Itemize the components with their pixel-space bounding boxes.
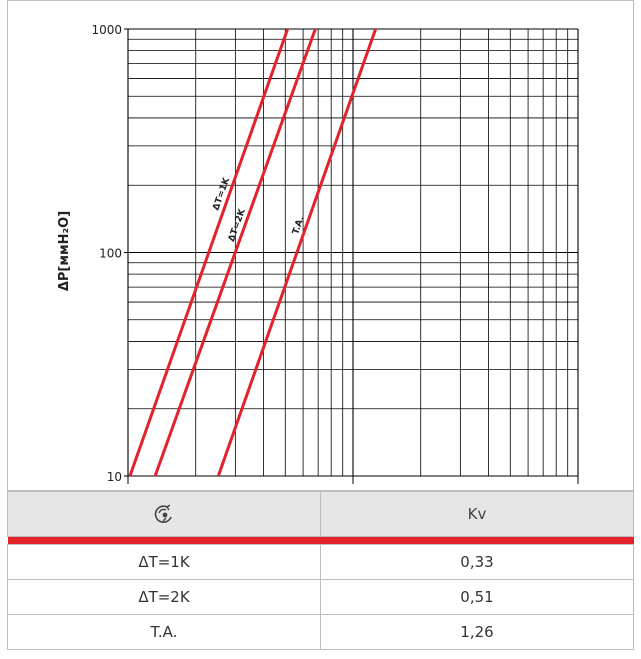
kv-header-label: Kv	[320, 491, 634, 537]
y-tick-label: 10	[107, 470, 122, 484]
kv-table: Kv ΔT=1K 0,33 ΔT=2K 0,51 T.A. 1,26	[7, 491, 634, 650]
row-value: 0,33	[320, 544, 634, 580]
chart-frame: 10 100 1000 ΔT=1K ΔT=2K T.A. ΔP[ммH₂O]	[7, 0, 634, 491]
series-line	[216, 29, 378, 476]
valve-icon	[153, 503, 175, 525]
row-value: 1,26	[320, 614, 634, 650]
row-label: ΔT=1K	[7, 544, 321, 580]
row-label: T.A.	[7, 614, 321, 650]
table-row: ΔT=2K 0,51	[7, 579, 634, 615]
y-axis-label: ΔP[ммH₂O]	[57, 211, 72, 291]
series-line	[153, 29, 317, 476]
row-value: 0,51	[320, 579, 634, 615]
y-tick-label: 100	[99, 247, 122, 261]
table-row: ΔT=1K 0,33	[7, 544, 634, 580]
y-tick-label: 1000	[91, 23, 122, 37]
table-row: T.A. 1,26	[7, 614, 634, 650]
header-separator	[7, 536, 634, 545]
series-line	[128, 29, 290, 476]
row-label: ΔT=2K	[7, 579, 321, 615]
header-icon-cell	[7, 491, 321, 537]
kv-table-header: Kv	[7, 491, 634, 537]
